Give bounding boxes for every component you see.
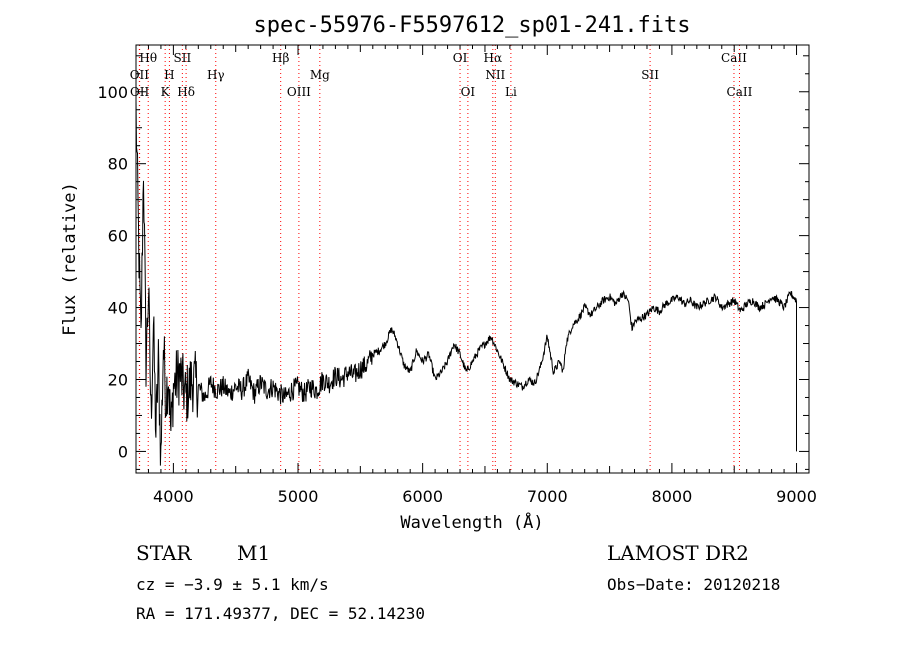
plot-frame <box>135 44 810 474</box>
axis-tick-labels: 4000 5000 6000 7000 8000 9000 0 20 40 60 80 100 <box>97 83 816 506</box>
y-tick-label: 60 <box>108 227 128 246</box>
line-marker-label-4: H <box>164 68 174 82</box>
line-marker-label-16: SII <box>641 68 659 82</box>
y-tick-label: 80 <box>108 155 128 174</box>
observation-date: Obs−Date: 20120218 <box>607 575 781 594</box>
axis-ticks <box>135 45 810 473</box>
x-tick-label: 9000 <box>776 487 817 506</box>
x-tick-label: 4000 <box>153 487 194 506</box>
object-class: STAR <box>136 541 192 565</box>
y-tick-label: 20 <box>108 370 128 389</box>
line-marker-label-11: OI <box>453 51 468 65</box>
line-marker-label-0: Hθ <box>139 51 157 65</box>
line-marker-label-5: K <box>161 85 171 99</box>
y-tick-label: 0 <box>118 442 128 461</box>
x-axis-label: Wavelength (Å) <box>400 511 543 533</box>
coordinates: RA = 171.49377, DEC = 52.14230 <box>136 604 425 623</box>
line-marker-label-18: CaII <box>727 85 753 99</box>
line-marker-label-10: Mg <box>310 68 330 82</box>
object-subclass: M1 <box>237 541 271 565</box>
redshift-cz: cz = −3.9 ± 5.1 km/s <box>136 575 329 594</box>
y-axis-label: Flux (relative) <box>60 182 80 336</box>
x-tick-label: 7000 <box>527 487 568 506</box>
spectrum-line <box>135 99 797 466</box>
survey-name: LAMOST DR2 <box>607 541 749 565</box>
y-tick-label: 40 <box>108 299 128 318</box>
line-marker-label-17: CaII <box>721 51 747 65</box>
x-tick-label: 8000 <box>652 487 693 506</box>
line-marker-label-6: Hδ <box>177 85 195 99</box>
x-tick-label: 5000 <box>278 487 319 506</box>
line-marker-label-13: Hα <box>484 51 503 65</box>
y-tick-label: 100 <box>97 83 128 102</box>
x-tick-label: 6000 <box>402 487 443 506</box>
line-marker-label-9: OIII <box>287 85 311 99</box>
line-marker-label-1: OII <box>130 68 150 82</box>
line-marker-label-8: Hβ <box>272 51 289 65</box>
line-marker-label-7: Hγ <box>207 68 225 82</box>
line-marker-label-14: NII <box>485 68 505 82</box>
line-marker-label-15: Li <box>505 85 517 99</box>
line-marker-label-3: SII <box>174 51 192 65</box>
line-marker-label-12: OI <box>461 85 476 99</box>
chart-title: spec-55976-F5597612_sp01-241.fits <box>253 13 690 38</box>
